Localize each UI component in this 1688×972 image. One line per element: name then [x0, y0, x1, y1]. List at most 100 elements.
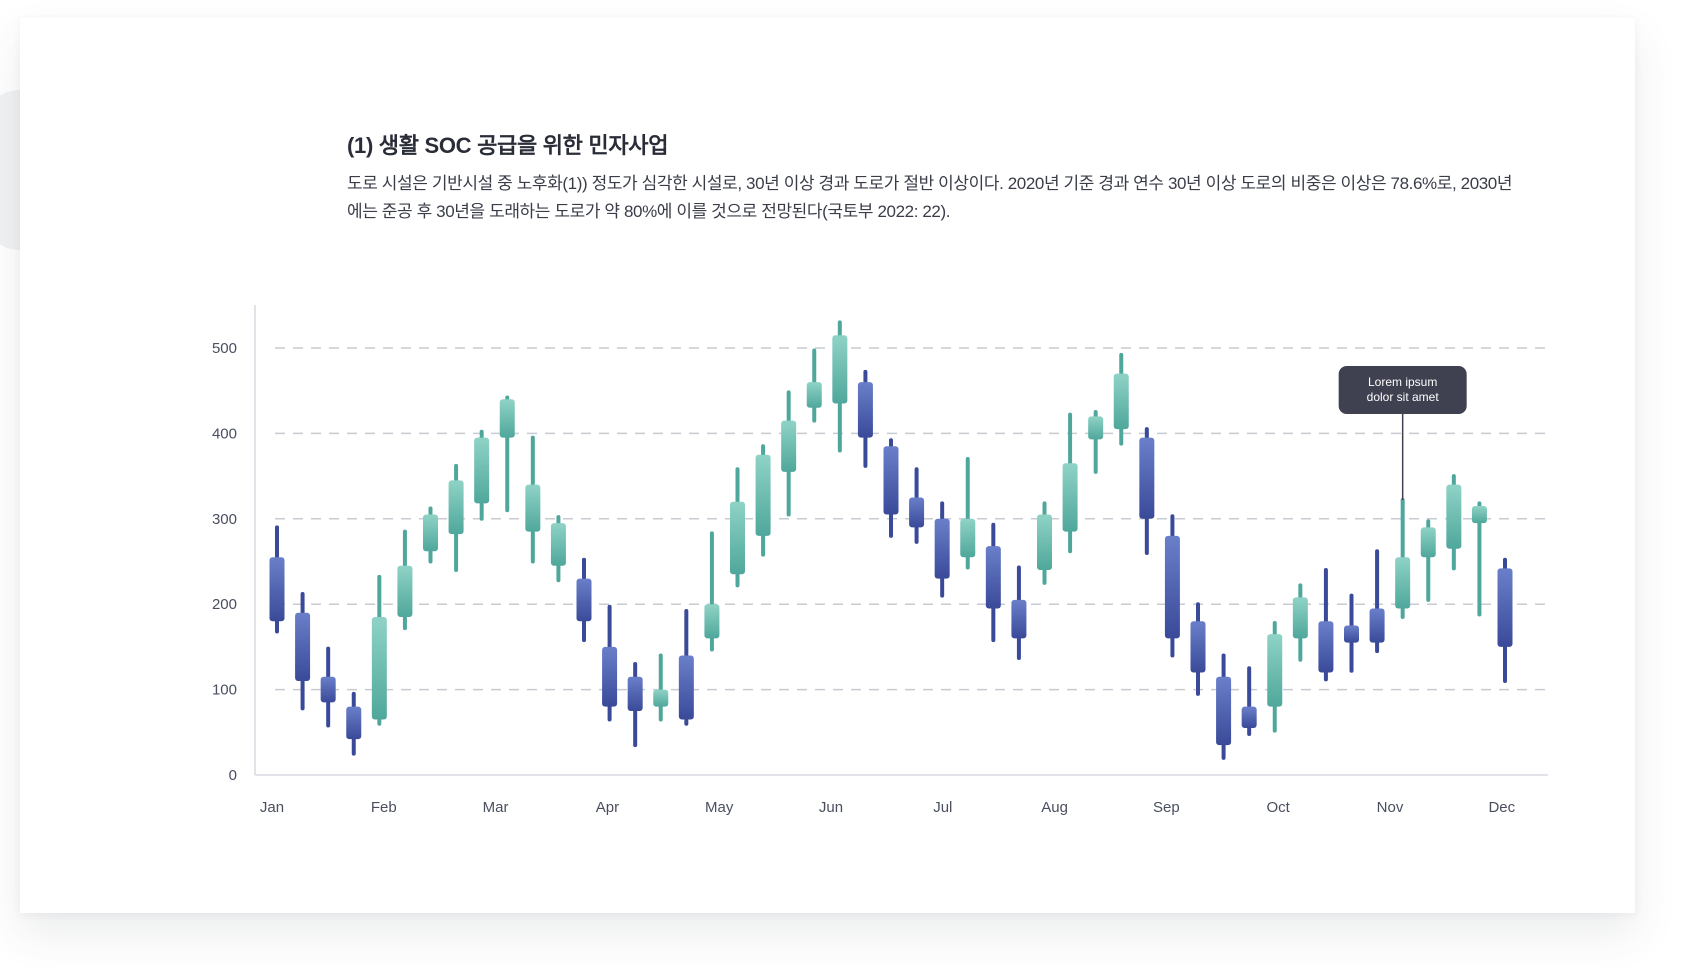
x-tick-label: Dec — [1488, 799, 1515, 816]
x-tick-label: Mar — [483, 799, 509, 816]
candle-up — [1446, 474, 1462, 571]
candle-up — [755, 444, 771, 557]
candle-body — [1216, 676, 1232, 746]
candle-down — [1164, 514, 1180, 658]
candle-body — [525, 484, 541, 532]
candle-body — [704, 604, 720, 639]
candle-body — [1471, 505, 1487, 524]
candle-down — [1190, 602, 1206, 696]
candle-body — [832, 335, 848, 404]
candle-body — [653, 689, 669, 707]
candle-body — [857, 382, 873, 438]
candles — [269, 320, 1513, 760]
candle-up — [474, 429, 490, 521]
x-tick-label: Jan — [260, 799, 284, 816]
candle-body — [423, 514, 438, 552]
candle-up — [704, 531, 720, 652]
candle-down — [1369, 549, 1385, 654]
candle-up — [423, 506, 438, 564]
candle-body — [295, 612, 311, 682]
content-card — [20, 18, 1635, 913]
candle-down — [295, 591, 311, 711]
candle-down — [1318, 568, 1334, 682]
candle-body — [1395, 557, 1411, 609]
candle-body — [371, 617, 387, 720]
candle-up — [1267, 620, 1283, 733]
candle-up — [806, 348, 822, 423]
candle-body — [1420, 527, 1436, 558]
candle-body — [1446, 484, 1462, 549]
candle-body — [448, 480, 464, 535]
tooltip-text: dolor sit amet — [1367, 390, 1440, 404]
candle-body — [909, 497, 925, 528]
axes: 0 100 200 300 400 500 Jan Feb Mar Apr May Jun Jul Aug… — [212, 305, 1548, 816]
candle-down — [857, 369, 873, 468]
candle-body — [1369, 608, 1385, 643]
candle-body — [602, 646, 618, 707]
candle-up — [448, 463, 464, 573]
section-description: 도로 시설은 기반시설 중 노후화(1)) 정도가 심각한 시설로, 30년 이… — [347, 174, 1513, 221]
y-tick-label: 100 — [212, 682, 237, 699]
candle-up — [832, 320, 848, 453]
candle-up — [499, 395, 515, 513]
candle-down — [909, 467, 925, 544]
candle-up — [960, 457, 976, 570]
candle-body — [755, 454, 771, 536]
candle-body — [320, 676, 336, 703]
x-tick-label: Feb — [371, 799, 397, 816]
candle-down — [1216, 653, 1232, 760]
x-tick-label: Oct — [1267, 799, 1291, 816]
y-tick-label: 400 — [212, 425, 237, 442]
x-tick-label: Sep — [1153, 799, 1180, 816]
candle-down — [1241, 666, 1257, 737]
candle-up — [1037, 501, 1052, 585]
x-tick-label: May — [705, 799, 734, 816]
candle-body — [576, 578, 592, 622]
candle-body — [627, 676, 643, 711]
candle-down — [346, 691, 362, 756]
candle-up — [397, 529, 413, 631]
candle-body — [730, 501, 745, 575]
candle-body — [1267, 634, 1283, 707]
section-title: (1) 생활 SOC 공급을 위한 민자사업 — [347, 133, 669, 158]
x-tick-label: Aug — [1041, 799, 1068, 816]
candle-body — [1164, 535, 1180, 639]
candle-body — [1318, 621, 1334, 673]
candle-body — [806, 382, 822, 408]
candle-up — [525, 435, 541, 564]
candle-body — [346, 706, 362, 740]
y-tick-label: 200 — [212, 596, 237, 613]
candle-body — [1344, 625, 1359, 643]
tooltip-box — [1338, 366, 1467, 414]
candle-body — [934, 518, 950, 579]
x-tick-label: Nov — [1377, 799, 1404, 816]
candle-body — [499, 399, 515, 438]
candle-body — [269, 557, 285, 622]
candle-down — [883, 438, 899, 538]
candle-up — [371, 574, 387, 726]
candle-body — [1011, 599, 1027, 639]
candle-down — [985, 522, 1001, 643]
candle-down — [627, 661, 643, 748]
candle-down — [678, 609, 694, 726]
candle-body — [1497, 568, 1513, 647]
candle-up — [1420, 519, 1436, 602]
candle-up — [550, 515, 566, 583]
candle-body — [1241, 706, 1257, 729]
candle-down — [1497, 557, 1513, 684]
candle-up — [781, 390, 797, 517]
candle-body — [960, 518, 976, 558]
candle-body — [678, 655, 694, 720]
candle-body — [1088, 416, 1104, 440]
candle-body — [474, 437, 490, 504]
candle-body — [1062, 463, 1078, 532]
candle-body — [1139, 437, 1155, 519]
x-tick-label: Jun — [819, 799, 843, 816]
candle-body — [1190, 621, 1206, 673]
y-tick-label: 500 — [212, 340, 237, 357]
candle-up — [1395, 498, 1411, 620]
candle-down — [269, 525, 285, 634]
y-tick-label: 0 — [229, 767, 237, 784]
candle-body — [397, 565, 413, 618]
